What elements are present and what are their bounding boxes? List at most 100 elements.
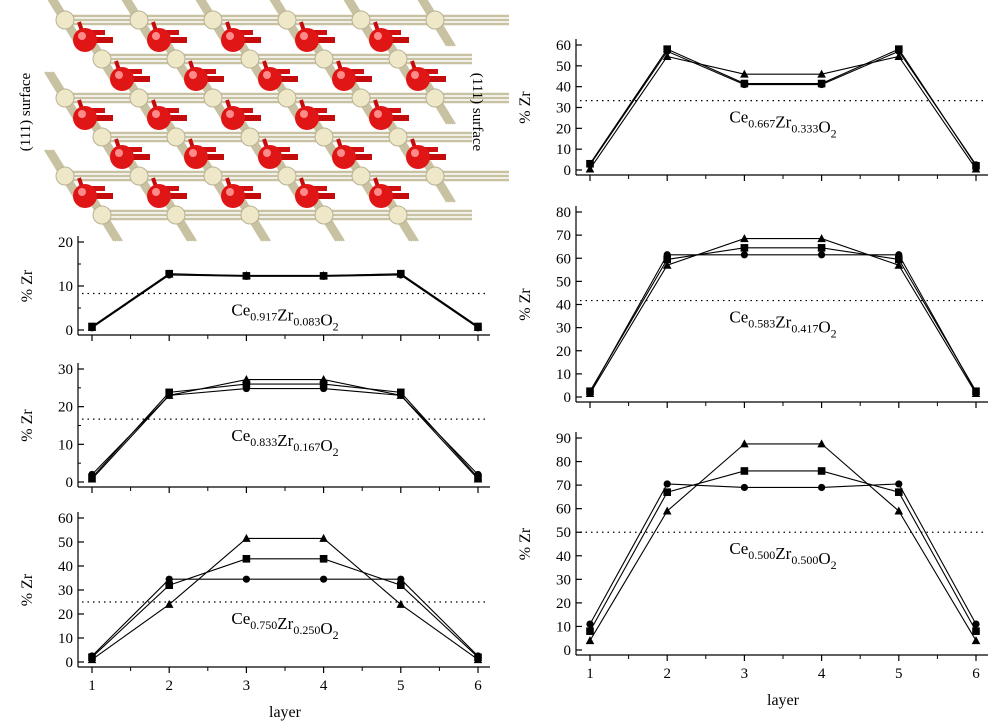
cation-atom (425, 88, 445, 108)
data-point-square (972, 627, 980, 635)
data-point-circle (663, 480, 671, 488)
oxygen-bond (157, 37, 187, 43)
data-point-triangle (473, 474, 483, 483)
data-point-square (586, 627, 594, 635)
y-tick-label: 10 (556, 367, 571, 383)
cation-atom (240, 49, 260, 69)
x-tick-label: 5 (895, 666, 903, 682)
oxygen-bond (416, 76, 446, 82)
cation-atom (55, 166, 75, 186)
data-point-square (740, 244, 749, 252)
data-point-circle (972, 620, 980, 628)
data-point-circle (818, 251, 826, 259)
data-point-triangle (894, 260, 904, 269)
cation-atom (314, 205, 334, 225)
y-axis-label: % Zr (19, 269, 36, 302)
oxygen-atom (110, 145, 134, 169)
composition-label: Ce0.833Zr0.167O2 (231, 426, 338, 459)
cation-atom (425, 166, 445, 186)
oxygen-bond (194, 76, 224, 82)
cation-atom (129, 10, 149, 30)
data-point-square (663, 255, 671, 264)
oxygen-bond (231, 37, 261, 43)
data-point-square (663, 45, 671, 53)
composition-label: Ce0.917Zr0.083O2 (231, 300, 338, 333)
crystal-structure-image (44, 0, 509, 242)
left-surface-label: (111) surface (18, 72, 34, 151)
oxygen-bond (342, 76, 372, 82)
cation-atom (351, 88, 371, 108)
oxygen-highlight (152, 110, 160, 118)
y-tick-label: 30 (58, 362, 73, 378)
data-point-triangle (87, 322, 97, 331)
data-point-triangle (585, 164, 595, 173)
data-point-triangle (164, 390, 174, 399)
oxygen-atom (147, 28, 171, 52)
cation-atom (277, 10, 297, 30)
oxygen-bond (83, 193, 113, 199)
oxygen-atom (406, 145, 430, 169)
y-tick-label: 60 (556, 251, 571, 267)
y-tick-label: 10 (58, 279, 73, 295)
x-tick-label: 1 (88, 678, 96, 694)
oxygen-atom (184, 145, 208, 169)
cation-atom (55, 88, 75, 108)
x-tick-label: 6 (972, 666, 980, 682)
y-tick-label: 0 (564, 643, 572, 659)
oxygen-atom (110, 67, 134, 91)
data-point-square (895, 255, 903, 264)
oxygen-bond (157, 115, 187, 121)
x-tick-label: 3 (243, 678, 251, 694)
cation-atom (166, 127, 186, 147)
y-axis-label: % Zr (517, 91, 534, 124)
oxygen-highlight (374, 32, 382, 40)
chart-panel-2: 0 10 20 30 % Zr Ce0.833Zr0.167O2 (19, 362, 490, 493)
oxygen-atom (332, 145, 356, 169)
oxygen-highlight (411, 71, 419, 79)
y-tick-label: 20 (58, 400, 73, 416)
oxygen-bond (157, 193, 187, 199)
y-axis-label: % Zr (19, 409, 36, 442)
oxygen-highlight (263, 71, 271, 79)
y-tick-label: 40 (556, 549, 571, 565)
series-line-square (91, 558, 479, 658)
oxygen-atom (73, 106, 97, 130)
oxygen-atom (221, 184, 245, 208)
data-point-triangle (740, 69, 749, 78)
series-line-square (589, 48, 977, 167)
data-point-square (586, 159, 594, 168)
oxygen-highlight (300, 110, 308, 118)
data-point-triangle (971, 164, 981, 173)
oxygen-highlight (152, 188, 160, 196)
data-point-square (817, 467, 826, 475)
y-tick-label: 50 (556, 274, 571, 290)
x-tick-label: 3 (741, 666, 749, 682)
data-point-triangle (585, 636, 595, 645)
oxygen-bond (305, 193, 335, 199)
data-point-circle (740, 483, 749, 492)
y-tick-label: 30 (58, 583, 73, 599)
series-line-square (589, 470, 977, 632)
oxygen-atom (147, 184, 171, 208)
y-tick-label: 10 (556, 142, 571, 158)
oxygen-atom (73, 28, 97, 52)
series-line-triangle (91, 273, 479, 328)
data-point-triangle (971, 636, 981, 645)
data-point-triangle (87, 655, 97, 664)
oxygen-highlight (263, 149, 271, 157)
data-point-triangle (242, 270, 251, 279)
cation-atom (129, 88, 149, 108)
cation-atom (314, 127, 334, 147)
oxygen-atom (221, 106, 245, 130)
data-point-square (319, 380, 328, 388)
x-tick-label: 5 (397, 678, 405, 694)
oxygen-atom (369, 106, 393, 130)
y-tick-label: 20 (58, 607, 73, 623)
data-point-triangle (817, 69, 826, 78)
oxygen-bond (305, 37, 335, 43)
oxygen-highlight (152, 32, 160, 40)
data-point-square (397, 581, 405, 589)
chart-panel-1: 0 10 20 % Zr Ce0.917Zr0.083O2 (19, 235, 490, 341)
data-point-circle (586, 620, 594, 628)
